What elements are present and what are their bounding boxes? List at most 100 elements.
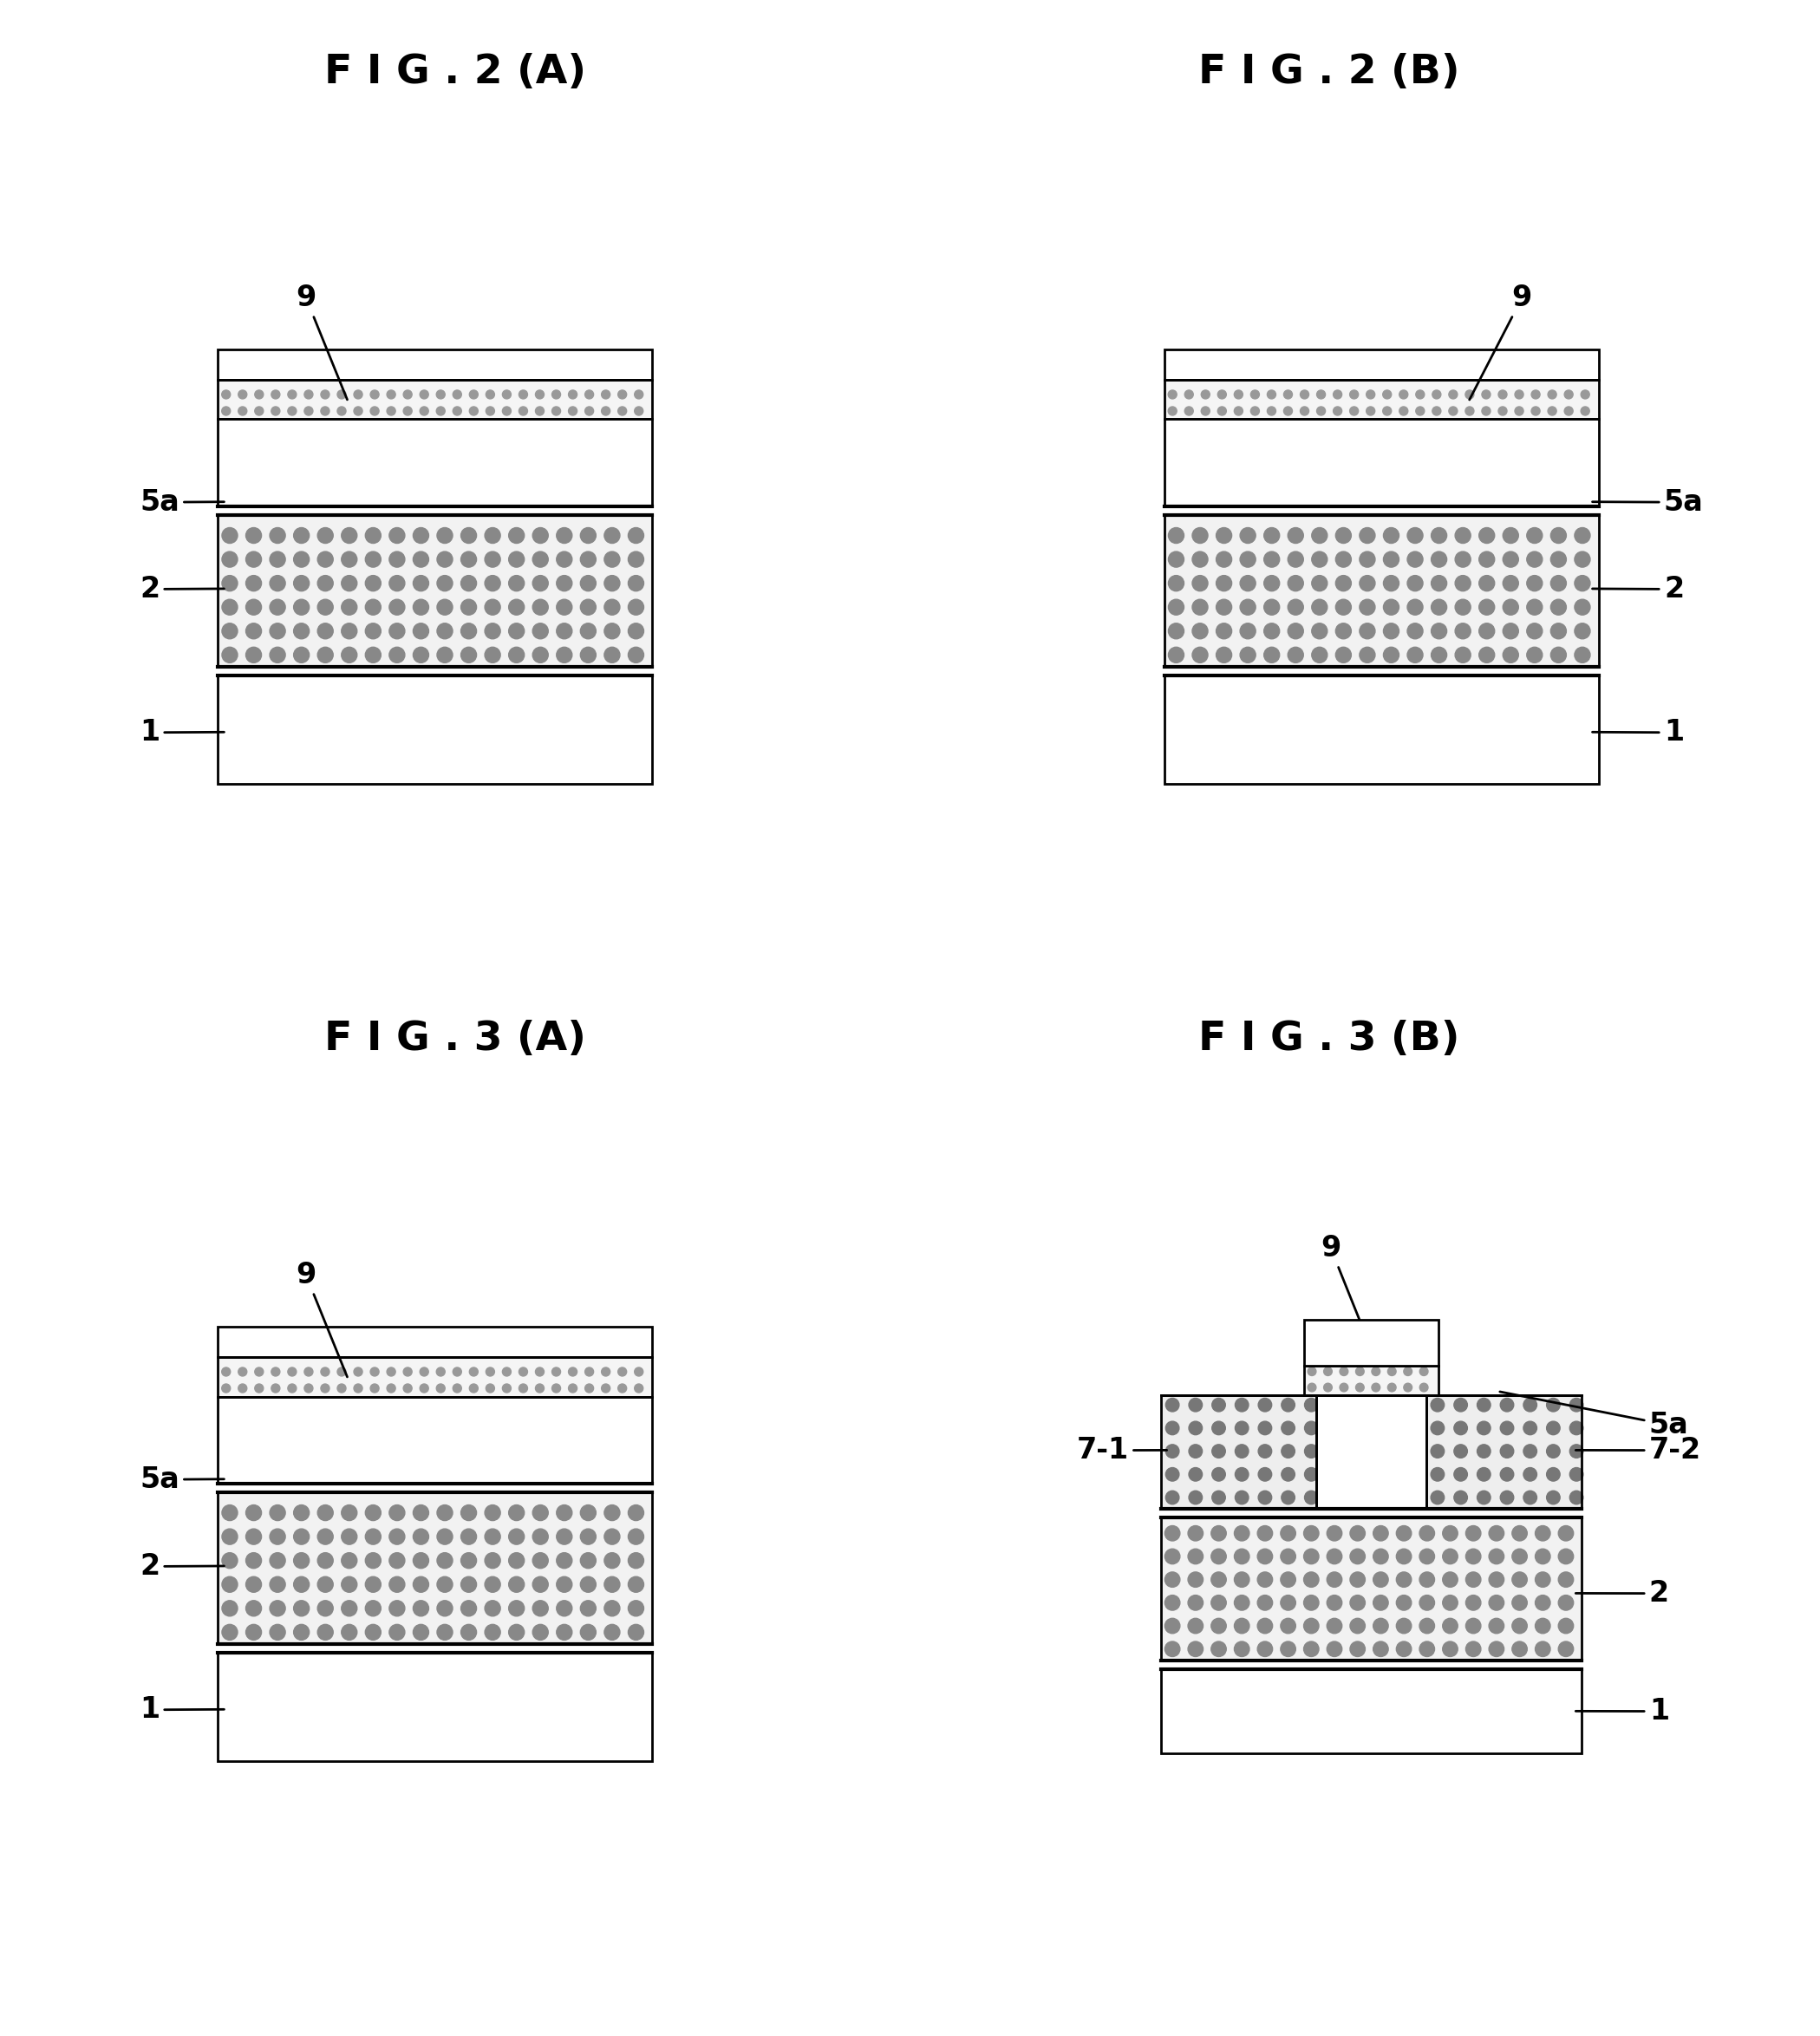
- Circle shape: [635, 407, 642, 415]
- Circle shape: [1192, 527, 1208, 544]
- Circle shape: [1527, 527, 1542, 544]
- Circle shape: [1527, 599, 1542, 615]
- Circle shape: [1289, 552, 1303, 568]
- Circle shape: [1356, 1382, 1365, 1393]
- Circle shape: [581, 623, 595, 639]
- Circle shape: [1234, 1619, 1249, 1633]
- Circle shape: [1323, 1368, 1332, 1376]
- Circle shape: [1327, 1549, 1341, 1564]
- Circle shape: [1465, 407, 1474, 415]
- Circle shape: [1547, 407, 1556, 415]
- Circle shape: [1350, 1525, 1365, 1541]
- Circle shape: [1316, 407, 1325, 415]
- Circle shape: [1281, 1641, 1296, 1657]
- Circle shape: [1523, 1468, 1536, 1480]
- Circle shape: [1512, 1525, 1527, 1541]
- Circle shape: [533, 527, 548, 544]
- Circle shape: [246, 576, 262, 590]
- Circle shape: [484, 1625, 500, 1641]
- Circle shape: [551, 407, 561, 415]
- Bar: [1425, 1395, 1582, 1509]
- Circle shape: [601, 407, 610, 415]
- Circle shape: [1407, 527, 1423, 544]
- Circle shape: [320, 1368, 329, 1376]
- Text: 2: 2: [140, 1551, 224, 1580]
- Text: 9: 9: [1321, 1234, 1370, 1348]
- Circle shape: [246, 1529, 262, 1545]
- Circle shape: [1523, 1399, 1536, 1411]
- Text: F I G . 3 (B): F I G . 3 (B): [1198, 1020, 1460, 1059]
- Circle shape: [437, 1384, 446, 1393]
- Circle shape: [581, 1529, 595, 1545]
- Circle shape: [460, 1553, 477, 1568]
- Circle shape: [486, 1368, 495, 1376]
- Circle shape: [1489, 1525, 1503, 1541]
- Circle shape: [1316, 391, 1325, 399]
- Circle shape: [271, 1384, 280, 1393]
- Circle shape: [1188, 1468, 1203, 1480]
- Circle shape: [1236, 1468, 1249, 1480]
- Circle shape: [1250, 407, 1259, 415]
- Circle shape: [628, 552, 644, 568]
- Text: 1: 1: [140, 719, 224, 747]
- Circle shape: [1431, 1444, 1445, 1458]
- Circle shape: [246, 623, 262, 639]
- Circle shape: [293, 576, 309, 590]
- Circle shape: [1336, 623, 1350, 639]
- Circle shape: [1407, 599, 1423, 615]
- Circle shape: [1216, 599, 1232, 615]
- Circle shape: [581, 1600, 595, 1617]
- Text: 1: 1: [140, 1696, 224, 1724]
- Circle shape: [353, 1384, 362, 1393]
- Circle shape: [1503, 576, 1518, 590]
- Circle shape: [533, 647, 548, 664]
- Circle shape: [557, 576, 571, 590]
- Circle shape: [1234, 1549, 1249, 1564]
- Circle shape: [222, 647, 238, 664]
- Circle shape: [1432, 407, 1441, 415]
- Circle shape: [1305, 1421, 1318, 1435]
- Circle shape: [533, 1505, 548, 1521]
- Circle shape: [255, 1384, 264, 1393]
- Circle shape: [1480, 623, 1494, 639]
- Circle shape: [628, 1576, 644, 1592]
- Circle shape: [533, 1600, 548, 1617]
- Circle shape: [1216, 527, 1232, 544]
- Circle shape: [1383, 599, 1400, 615]
- Circle shape: [1165, 1619, 1179, 1633]
- Circle shape: [1480, 647, 1494, 664]
- Circle shape: [1503, 623, 1518, 639]
- Text: 5a: 5a: [140, 1466, 224, 1494]
- Circle shape: [604, 552, 621, 568]
- Circle shape: [222, 1576, 238, 1592]
- Circle shape: [484, 1553, 500, 1568]
- Circle shape: [453, 407, 462, 415]
- Circle shape: [1267, 407, 1276, 415]
- Circle shape: [604, 599, 621, 615]
- Circle shape: [601, 1384, 610, 1393]
- Circle shape: [269, 1625, 286, 1641]
- Circle shape: [238, 1368, 248, 1376]
- Circle shape: [437, 1368, 446, 1376]
- Circle shape: [1289, 647, 1303, 664]
- Circle shape: [1569, 1490, 1583, 1505]
- Circle shape: [271, 407, 280, 415]
- Circle shape: [1574, 599, 1591, 615]
- Circle shape: [1558, 1594, 1574, 1610]
- Circle shape: [1360, 576, 1376, 590]
- Circle shape: [533, 1576, 548, 1592]
- Circle shape: [1500, 1490, 1514, 1505]
- Circle shape: [557, 1505, 571, 1521]
- Circle shape: [1420, 1382, 1429, 1393]
- Circle shape: [1168, 407, 1178, 415]
- Circle shape: [1523, 1421, 1536, 1435]
- Circle shape: [1372, 1619, 1389, 1633]
- Circle shape: [238, 407, 248, 415]
- Circle shape: [389, 527, 404, 544]
- Circle shape: [320, 407, 329, 415]
- Circle shape: [460, 599, 477, 615]
- Circle shape: [437, 527, 453, 544]
- Circle shape: [470, 1368, 479, 1376]
- Circle shape: [1372, 1641, 1389, 1657]
- Circle shape: [1165, 1549, 1179, 1564]
